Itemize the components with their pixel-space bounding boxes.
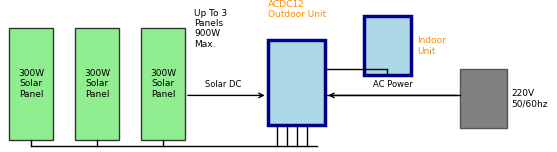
Bar — [460, 69, 507, 128]
Bar — [9, 28, 53, 140]
Text: 300W
Solar
Panel: 300W Solar Panel — [18, 69, 44, 98]
Bar — [267, 40, 325, 125]
Text: Solar DC: Solar DC — [206, 80, 242, 89]
Text: 300W
Solar
Panel: 300W Solar Panel — [84, 69, 110, 98]
Text: AC Power: AC Power — [373, 80, 412, 89]
Bar — [75, 28, 119, 140]
Text: Up To 3
Panels
900W
Max.: Up To 3 Panels 900W Max. — [194, 9, 227, 49]
Text: 220V
50/60hz: 220V 50/60hz — [511, 89, 548, 109]
Text: ACDC12
Outdoor Unit: ACDC12 Outdoor Unit — [267, 0, 326, 19]
Text: 300W
Solar
Panel: 300W Solar Panel — [150, 69, 176, 98]
Bar — [364, 16, 411, 75]
Bar — [141, 28, 185, 140]
Text: Indoor
Unit: Indoor Unit — [417, 36, 446, 56]
